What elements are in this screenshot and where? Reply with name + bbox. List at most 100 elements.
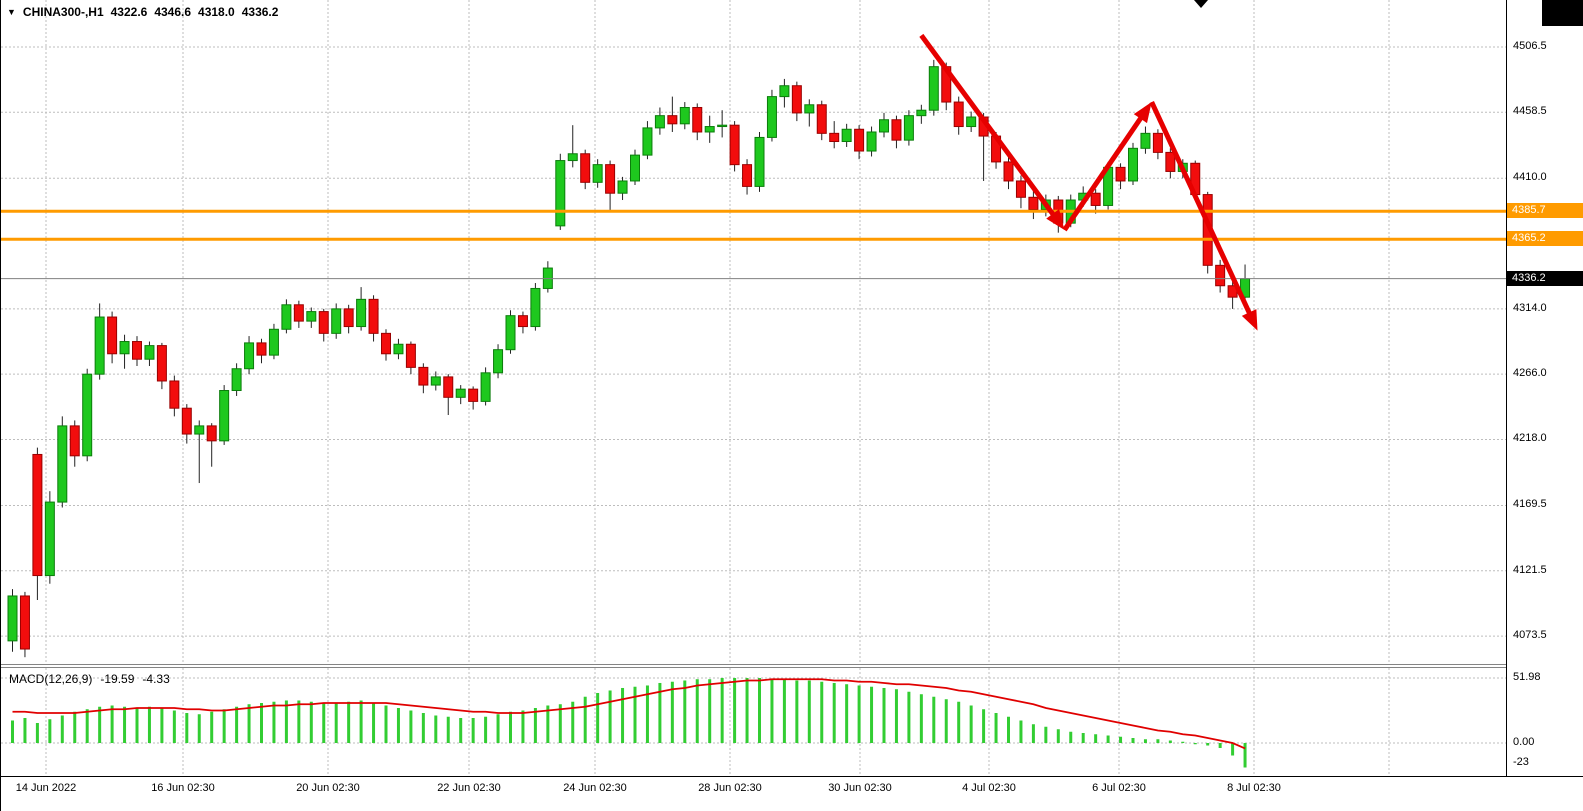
trend-arrow-line[interactable] [919,33,1062,225]
ohlc-open-value: 4322.6 [110,5,148,19]
candle-bullish [717,124,728,128]
time-axis-label: 22 Jun 02:30 [437,782,501,794]
candle-bearish [368,298,379,334]
candle-bullish [306,311,317,322]
price-tick-label: 4410.0 [1513,171,1547,184]
time-axis-label: 6 Jul 02:30 [1092,782,1146,794]
candle-bearish [580,153,591,183]
price-chart-canvas[interactable] [1,0,1506,664]
candle-bullish [592,164,603,183]
candle-bullish [244,342,255,370]
candle-bearish [156,345,167,382]
time-axis-label: 30 Jun 02:30 [828,782,892,794]
candle-bullish [779,85,790,98]
candle-bullish [966,116,977,128]
candle-bearish [381,332,391,355]
time-axis[interactable]: 14 Jun 2022 16 Jun 02:30 20 Jun 02:30 22 Ju… [1,776,1583,811]
price-axis[interactable]: 4506.5 4458.5 4410.0 4314.0 4266.0 4218.0 4169… [1506,0,1583,776]
macd-tick-label: -23 [1513,756,1529,768]
main-chart-area[interactable]: ▼ CHINA300-,H1 4322.6 4346.6 4318.0 4336… [1,0,1506,664]
candle-bullish [119,341,130,355]
candle-bearish [742,164,753,187]
trend-arrow-head[interactable] [1241,309,1258,331]
candle-bullish [866,131,877,152]
candle-bullish [642,127,653,156]
time-axis-label: 8 Jul 02:30 [1227,782,1281,794]
candle-bearish [107,316,118,355]
candle-bullish [1140,132,1151,149]
candle-bearish [1115,166,1126,182]
macd-pane[interactable]: MACD(12,26,9) -19.59 -4.33 [1,668,1506,776]
macd-signal-value: -4.33 [142,672,170,686]
candle-bullish [7,595,18,642]
candle-bullish [480,372,491,402]
candle-bearish [1090,192,1101,206]
candle-bearish [517,315,528,328]
macd-signal-line [12,678,1246,750]
candle-bullish [754,136,765,187]
pane-separator[interactable] [1,664,1506,668]
trend-arrow-head[interactable] [1133,102,1152,124]
trend-arrow-line[interactable] [1149,100,1257,325]
candle-bearish [418,366,429,386]
current-price-label: 4336.2 [1507,270,1583,286]
candle-bullish [430,376,441,386]
ohlc-close-value: 4336.2 [241,5,279,19]
candle-bearish [1015,180,1026,198]
ohlc-low-value: 4318.0 [198,5,235,19]
candle-bearish [343,308,354,328]
candle-bullish [679,106,690,125]
candle-bullish [281,304,292,330]
candle-bearish [256,342,267,356]
candle-bearish [169,380,180,409]
macd-value: -19.59 [100,672,135,686]
candle-bullish [94,316,105,375]
candle-bullish [841,128,852,143]
candle-bearish [667,115,678,125]
macd-tick-label: 0.00 [1513,736,1535,748]
candle-bearish [692,106,703,133]
candle-bearish [181,407,192,435]
candle-bullish [57,425,68,503]
candle-bearish [1165,151,1176,172]
candle-bearish [891,119,902,141]
candle-bearish [854,128,865,152]
hline-price-label: 4385.7 [1507,203,1583,219]
price-tick-label: 4169.5 [1513,498,1547,511]
chart-shift-marker-icon[interactable] [1194,0,1208,8]
candle-bearish [1215,264,1226,287]
candle-bearish [953,101,964,128]
symbol-dropdown-icon[interactable]: ▼ [7,7,16,17]
time-axis-label: 16 Jun 02:30 [151,782,215,794]
candle-bullish [194,425,205,435]
candle-bullish [505,315,516,351]
symbol-timeframe-label: CHINA300-,H1 [22,5,104,19]
candle-bullish [879,119,889,133]
candle-bullish [654,115,665,129]
price-tick-label: 4218.0 [1513,432,1547,445]
candle-bearish [318,311,329,334]
candle-bullish [144,345,155,360]
trend-arrow-head[interactable] [1046,209,1065,230]
candle-bullish [766,96,777,138]
time-axis-label: 28 Jun 02:30 [698,782,762,794]
candle-bearish [32,453,43,577]
candle-bearish [816,104,827,134]
candle-bullish [331,308,342,334]
candle-bullish [617,180,628,194]
candle-bearish [132,341,142,360]
candle-bullish [804,104,815,114]
macd-canvas[interactable] [1,668,1506,776]
candle-bullish [928,66,939,111]
hline-price-label: 4365.2 [1507,231,1583,247]
candle-bullish [393,343,404,355]
macd-name: MACD(12,26,9) [9,672,93,686]
trend-arrow-line[interactable] [1062,107,1150,232]
candle-bearish [1028,196,1039,211]
candle-bearish [69,425,80,457]
candle-bearish [729,124,740,166]
candle-bearish [791,85,802,114]
candle-bearish [293,304,304,322]
candle-bullish [630,154,640,182]
